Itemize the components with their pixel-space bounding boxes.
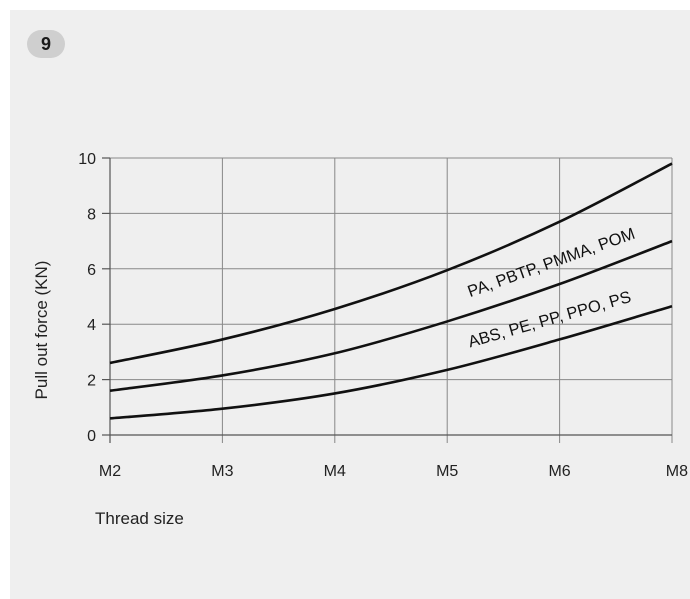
y-tick-label: 0	[87, 428, 96, 445]
x-tick-label: M5	[436, 463, 458, 480]
y-tick-label: 2	[87, 373, 96, 390]
y-tick-labels: 0 2 4 6 8 10	[78, 151, 96, 445]
x-tick-label: M2	[99, 463, 121, 480]
figure-number-badge: 9	[27, 30, 65, 58]
axes	[102, 157, 672, 443]
y-tick-label: 4	[87, 317, 96, 334]
y-tick-label: 6	[87, 262, 96, 279]
y-tick-label: 8	[87, 206, 96, 223]
series-lines	[109, 162, 673, 420]
series-line-0	[109, 162, 673, 365]
x-tick-label: M8	[666, 463, 688, 480]
series-line-1	[109, 239, 673, 392]
x-axis-label: Thread size	[95, 509, 184, 528]
x-tick-label: M3	[211, 463, 233, 480]
series-label-pa: PA, PBTP, PMMA, POM	[465, 225, 637, 301]
y-axis-label: Pull out force (KN)	[32, 261, 51, 400]
x-tick-labels: M2 M3 M4 M5 M6 M8	[99, 463, 688, 480]
x-tick-label: M6	[548, 463, 570, 480]
x-tick-label: M4	[324, 463, 346, 480]
series-line-2	[109, 304, 673, 420]
y-tick-label: 10	[78, 151, 96, 168]
